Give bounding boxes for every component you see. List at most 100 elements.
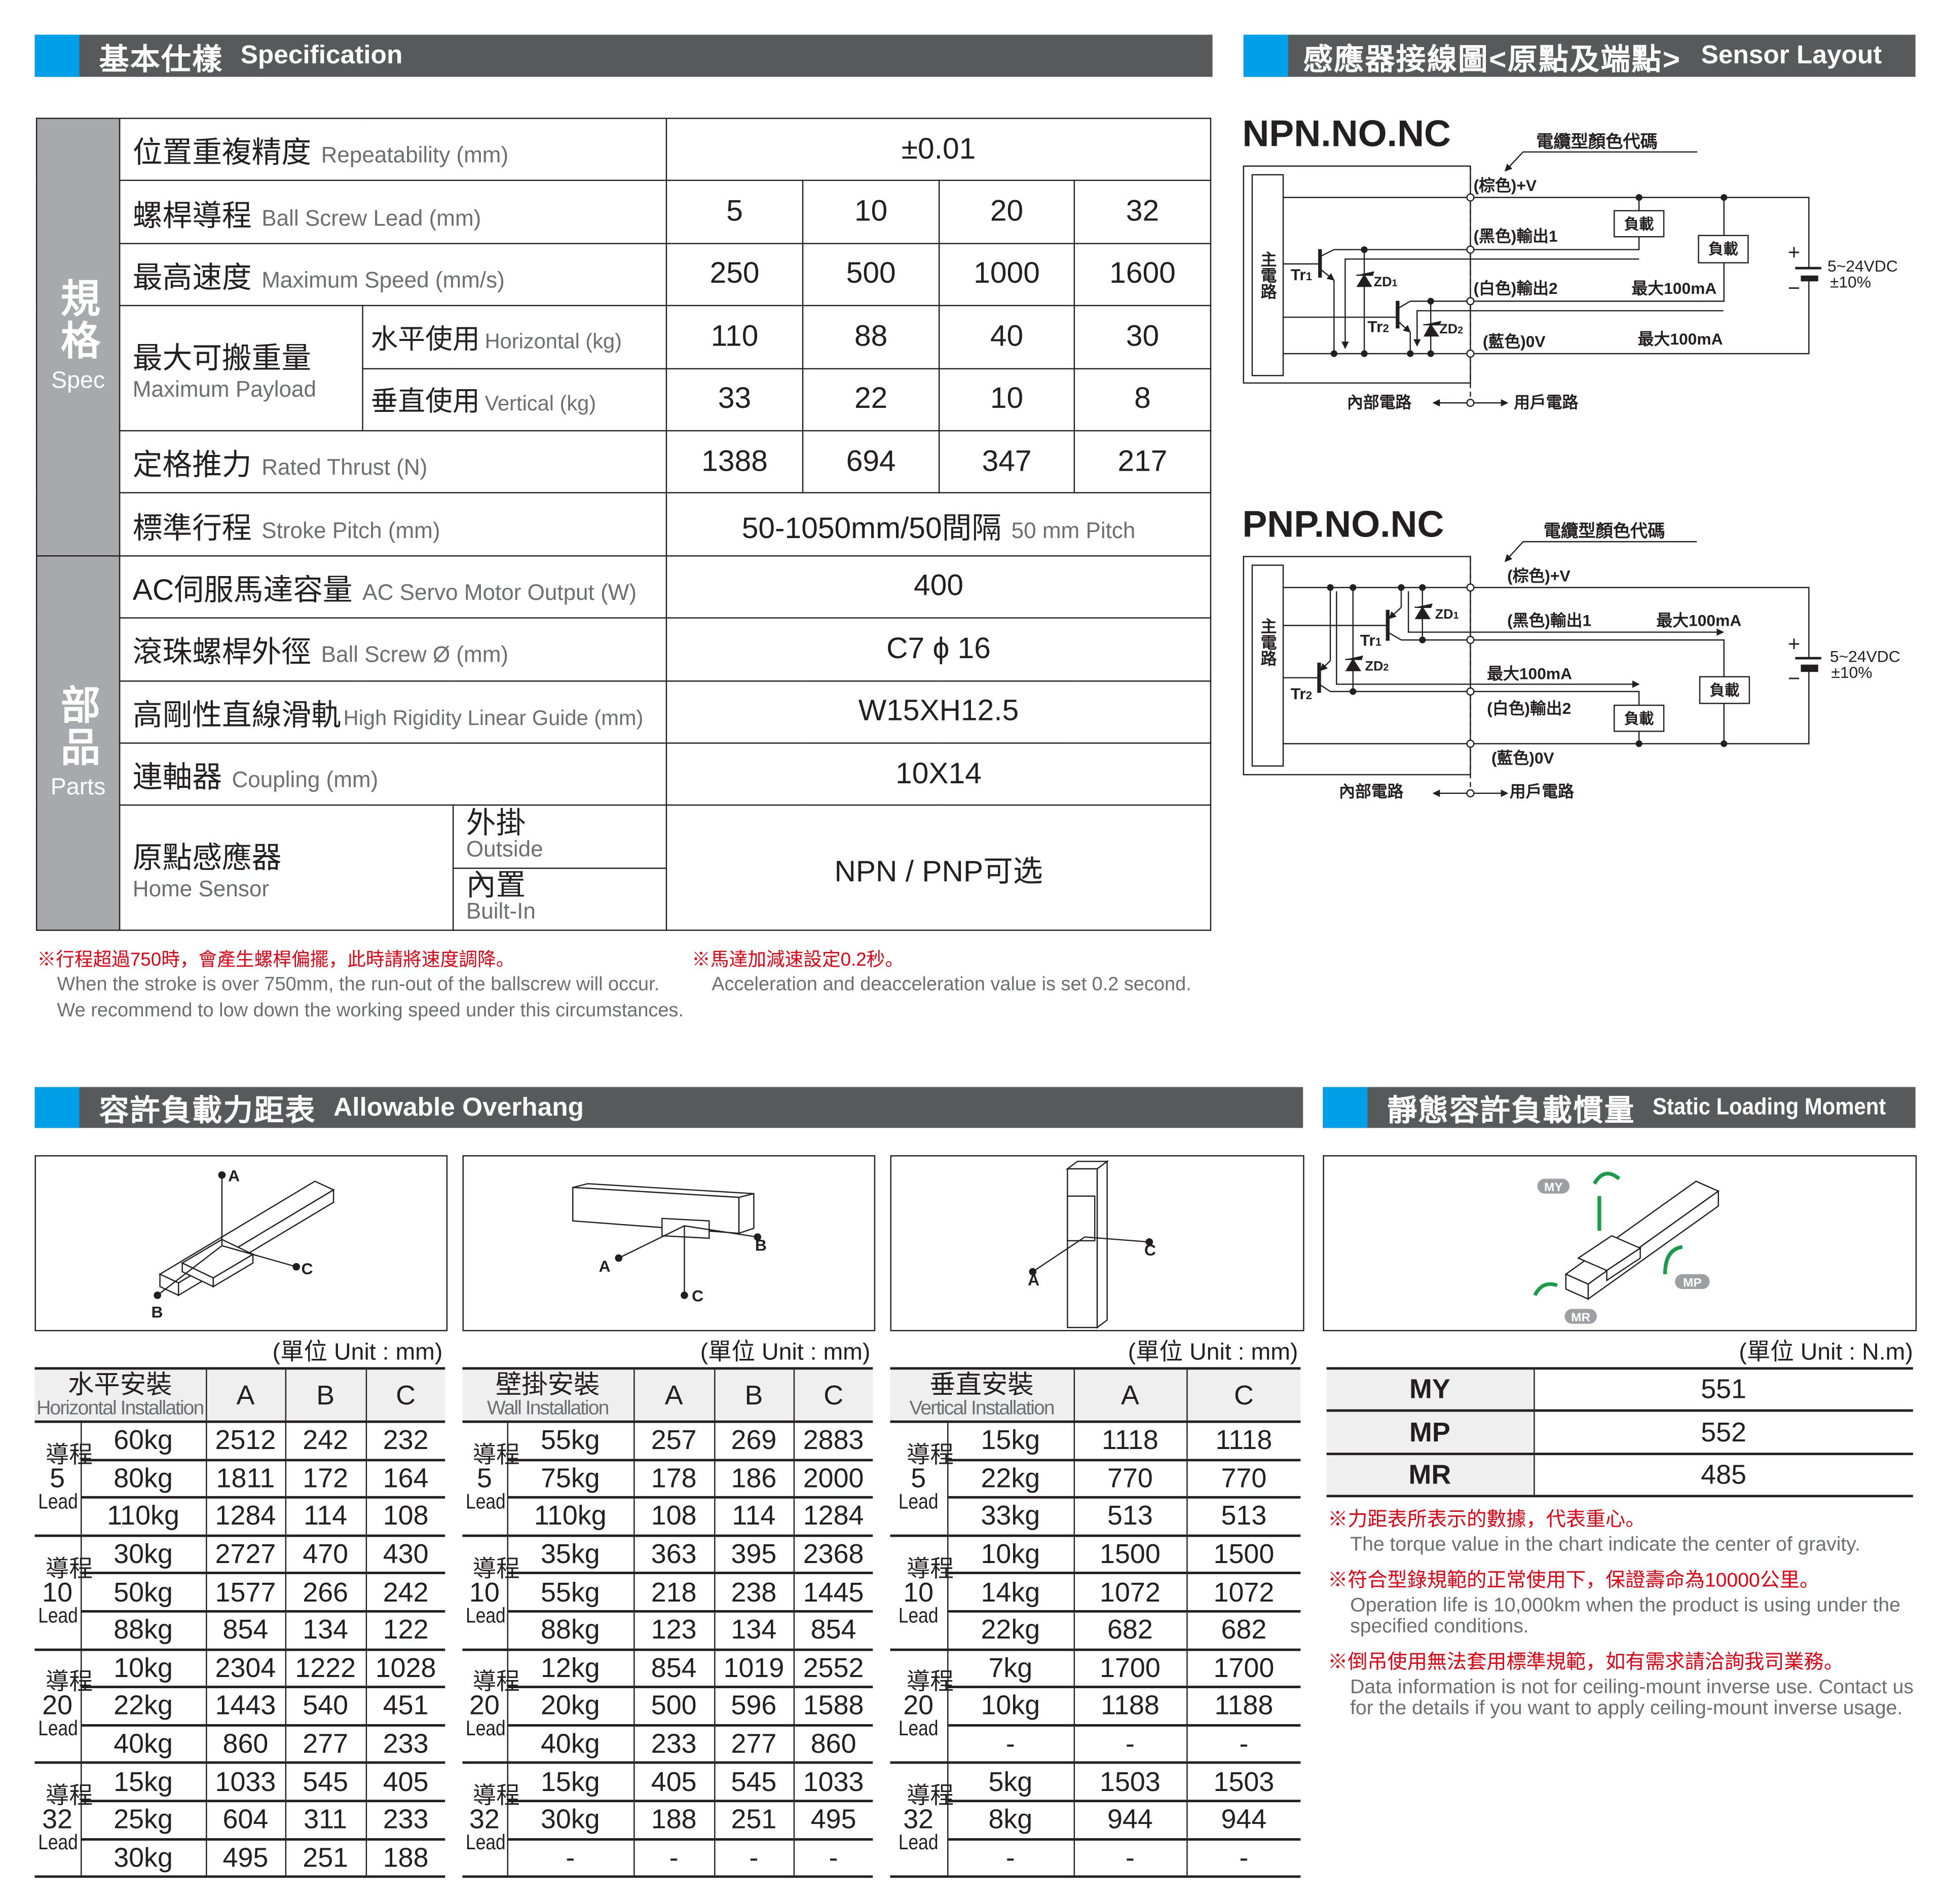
wire-output1	[1401, 639, 1725, 677]
sublabel: 內置 Built-In	[452, 867, 667, 931]
unit-label: (單位 Unit : mm)	[272, 1340, 443, 1366]
overhang-value: 178	[632, 1459, 715, 1499]
supply-voltage: 5~24VDC	[1827, 257, 1898, 275]
overhang-value: 123	[632, 1611, 715, 1651]
white-label: (白色)輸出2	[1487, 699, 1571, 717]
table-row: MY 551	[1326, 1367, 1913, 1413]
table-body: 導程 5 Lead 15kg 1118 1118 22kg 770 770 33kg 513 513 導…	[890, 1422, 1301, 1878]
load-cell: 40kg	[507, 1725, 634, 1765]
junction-dots	[1327, 584, 1728, 747]
load-cell: 80kg	[81, 1459, 207, 1499]
load-cell: 35kg	[506, 1535, 634, 1575]
load-cell: 110kg	[81, 1497, 207, 1537]
installation-header: 垂直安裝 Vertical Installation	[890, 1367, 1074, 1423]
overhang-value: 545	[284, 1763, 366, 1802]
overhang-value: 2727	[205, 1535, 286, 1575]
value: 88	[802, 305, 940, 369]
note-en: The torque value in the chart indicate t…	[1350, 1534, 1860, 1556]
load-cell: 8kg	[947, 1801, 1074, 1840]
overhang-value: 2883	[793, 1422, 873, 1461]
overhang-value: 1188	[1073, 1687, 1187, 1727]
lead-en: Lead	[898, 1603, 939, 1627]
label: 最高速度 Maximum Speed (mm/s)	[119, 242, 667, 307]
value: 8	[1073, 367, 1212, 432]
load-cell: 5kg	[946, 1763, 1074, 1802]
load-cell: 20kg	[507, 1687, 634, 1727]
table-row: 導程 32 Lead 15kg 1033 545 405	[34, 1763, 445, 1878]
table-row: 8kg 944 944	[890, 1801, 1301, 1840]
terminals	[1466, 583, 1475, 797]
white-label: (白色)輸出2	[1474, 279, 1558, 297]
static-title-en: Static Loading Moment	[1653, 1093, 1886, 1120]
overhang-value: 513	[1073, 1497, 1187, 1537]
group-parts: 部品 Parts	[35, 555, 121, 931]
label-zh: 最大可搬重量	[132, 342, 312, 376]
static-moment-diagram: MY MP MR	[1323, 1155, 1917, 1331]
lead-number: 5	[476, 1462, 492, 1494]
cable-code-pointer	[1504, 151, 1698, 172]
overhang-value: 1500	[1186, 1535, 1301, 1575]
wall-rail-illustration: A B C	[572, 1183, 767, 1305]
value: 110	[665, 305, 804, 369]
installation-header: 壁掛安裝 Wall Installation	[462, 1367, 634, 1423]
overhang-value: 251	[713, 1801, 794, 1840]
group-spec: 規格 Spec	[35, 118, 121, 556]
label-zh: 連軸器	[132, 761, 222, 795]
spec-row-payload-horizontal: 最大可搬重量 Maximum Payload 水平使用 Horizontal (kg…	[36, 305, 1212, 432]
lead-number: 20	[903, 1690, 934, 1721]
header-accent	[34, 34, 80, 77]
moment-value: 485	[1534, 1454, 1913, 1498]
brown-label: (棕色)+V	[1474, 176, 1537, 195]
value: 347	[939, 430, 1075, 494]
lead-number: 20	[469, 1690, 500, 1721]
value: 10	[802, 180, 940, 244]
table-row: 導程 20 Lead 10kg 2304 1222 1028	[34, 1649, 445, 1765]
battery-icon	[1801, 275, 1818, 282]
overhang-value: 242	[284, 1422, 366, 1461]
wire-output2	[1410, 262, 1725, 302]
load-label: 負載	[1708, 241, 1738, 258]
junction-dots	[1330, 194, 1728, 357]
current-arrow-2	[1413, 310, 1724, 347]
overhang-value: 682	[1073, 1611, 1187, 1651]
wire-output2	[1330, 691, 1640, 706]
tr2-label: Tr2	[1367, 318, 1389, 336]
table-row: 導程 5 Lead 55kg 257 269 2883	[462, 1422, 873, 1537]
sublabel-zh: 垂直使用	[370, 386, 480, 417]
value: 217	[1073, 430, 1212, 494]
current-arrow-2	[1336, 591, 1640, 688]
overhang-value: 1284	[205, 1497, 286, 1537]
mp-label: MP	[1683, 1276, 1702, 1289]
label: 螺桿導程 Ball Screw Lead (mm)	[119, 180, 667, 244]
sublabel-en: Outside	[466, 836, 543, 862]
cable-code-label: 電纜型顏色代碼	[1544, 521, 1665, 541]
load-cell: -	[947, 1725, 1074, 1765]
value: 1000	[939, 242, 1075, 307]
lead-en: Lead	[38, 1717, 78, 1741]
installation-en: Wall Installation	[487, 1397, 609, 1419]
sublabel: 垂直使用 Vertical (kg)	[362, 367, 667, 432]
overhang-header: 容許負載力距表 Allowable Overhang	[34, 1087, 1303, 1128]
overhang-value: -	[1186, 1839, 1301, 1878]
overhang-value: -	[1073, 1725, 1187, 1765]
overhang-value: 188	[632, 1801, 715, 1840]
sublabel-zh: 內置	[466, 869, 526, 903]
battery-icon	[1801, 664, 1818, 672]
value: 20	[939, 180, 1075, 244]
overhang-value: 218	[632, 1573, 715, 1613]
lead-en: Lead	[898, 1717, 939, 1741]
lead-en: Lead	[466, 1717, 506, 1741]
overhang-value: 1500	[1073, 1535, 1187, 1575]
axis-label-b: B	[755, 1236, 767, 1254]
group-parts-en: Parts	[50, 774, 106, 801]
lead-number: 5	[911, 1462, 926, 1494]
lead-zh: 導程	[45, 1556, 93, 1583]
overhang-value: 232	[365, 1422, 445, 1461]
value: 500	[802, 242, 940, 307]
overhang-value: 164	[365, 1459, 445, 1499]
value: 22	[802, 367, 940, 432]
table-row: 導程 32 Lead 5kg 1503 1503	[890, 1763, 1301, 1878]
overhang-value: 545	[713, 1763, 794, 1802]
overhang-value: 1033	[793, 1763, 873, 1802]
lead-number: 10	[903, 1576, 934, 1608]
